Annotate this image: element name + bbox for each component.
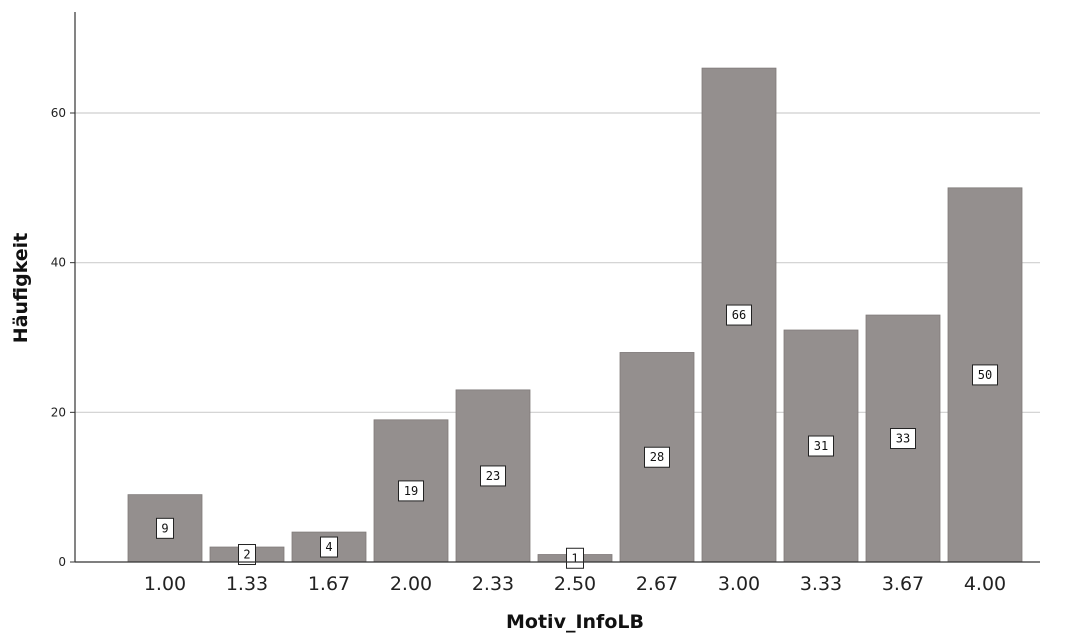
x-tick-label: 4.00: [964, 573, 1006, 595]
data-label: 1: [571, 551, 578, 565]
data-label: 31: [814, 439, 828, 453]
x-axis-title: Motiv_InfoLB: [506, 611, 644, 633]
x-tick-labels: 1.00 1.33 1.67 2.00 2.33 2.50 2.67 3.00 3.33 3.67…: [144, 573, 1006, 595]
x-tick-label: 2.33: [472, 573, 514, 595]
axes: [70, 12, 1040, 563]
y-tick-labels: 0 20 40 60: [51, 106, 66, 569]
x-tick-label: 3.67: [882, 573, 924, 595]
x-tick-label: 1.67: [308, 573, 350, 595]
x-tick-label: 1.33: [226, 573, 268, 595]
data-label-box: [644, 446, 670, 468]
x-tick-label: 3.33: [800, 573, 842, 595]
data-label-box: [972, 364, 998, 386]
y-tick-label: 60: [51, 106, 66, 120]
y-tick-label: 0: [58, 555, 66, 569]
data-label-box: [726, 304, 752, 326]
data-label-box: [480, 465, 506, 487]
data-label: 50: [978, 368, 992, 382]
x-tick-label: 2.67: [636, 573, 678, 595]
data-label-box: [808, 435, 834, 457]
data-label: 23: [486, 469, 500, 483]
data-label-box: [320, 536, 338, 558]
x-tick-label: 2.00: [390, 573, 432, 595]
data-label: 4: [325, 540, 332, 554]
bars: [127, 67, 1023, 563]
data-labels: 9 2 4 19 23 1 28 66 31 33 50: [156, 304, 998, 569]
data-label: 28: [650, 450, 664, 464]
data-label: 9: [161, 521, 168, 535]
y-tick-label: 20: [51, 405, 66, 419]
data-label-box: [890, 428, 916, 450]
data-label-box: [566, 547, 584, 569]
x-tick-label: 1.00: [144, 573, 186, 595]
y-axis-title: Häufigkeit: [10, 233, 32, 344]
data-label: 66: [732, 308, 746, 322]
data-label-box: [238, 544, 256, 566]
y-tick-label: 40: [51, 256, 66, 270]
data-label: 33: [896, 432, 910, 446]
x-tick-label: 2.50: [554, 573, 596, 595]
data-label: 2: [243, 548, 250, 562]
data-label: 19: [404, 484, 418, 498]
data-label-box: [398, 480, 424, 502]
data-label-box: [156, 517, 174, 539]
x-tick-label: 3.00: [718, 573, 760, 595]
